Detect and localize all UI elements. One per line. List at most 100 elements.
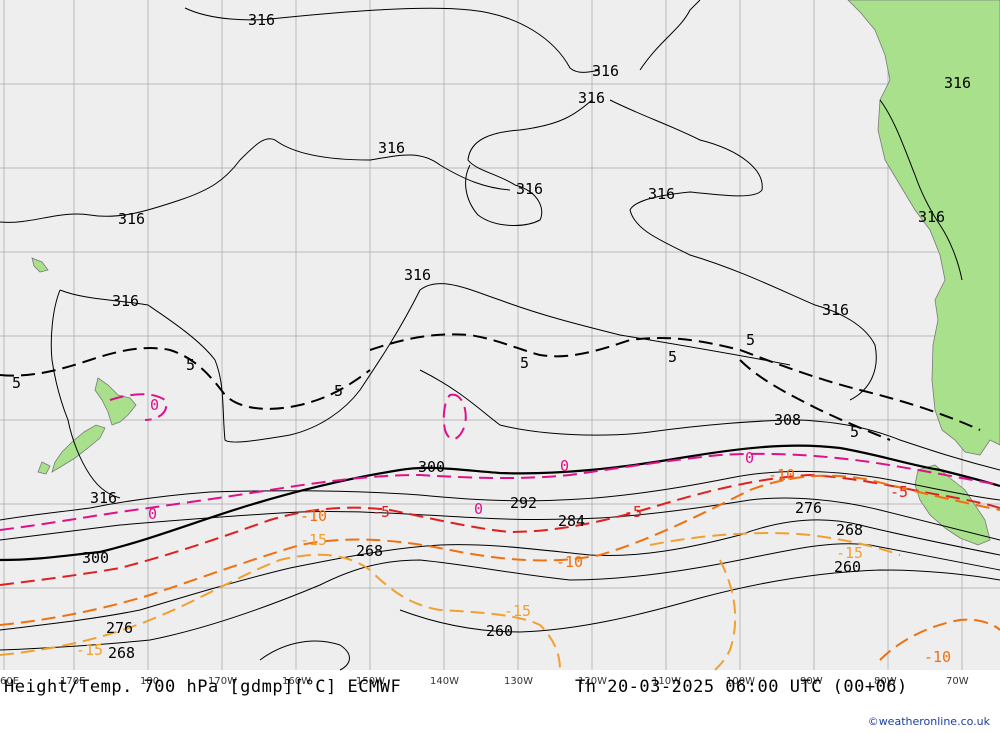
tierra-del-fuego-land (914, 464, 991, 546)
isotherm-minus15-west (0, 553, 561, 671)
contour-316-west-loop (50, 289, 121, 499)
contour-260-lower (259, 640, 350, 671)
isotherm-0-island (442, 393, 467, 440)
height-label: 316 (112, 292, 139, 310)
height-labels: 316 316 316 316 316 316 316 316 316 316 … (82, 11, 971, 662)
height-label: 276 (795, 499, 822, 517)
temp-label: 0 (150, 396, 159, 414)
south-america-land (847, 0, 1000, 456)
contour-316-mid-ring (465, 99, 593, 226)
contour-292 (0, 470, 1000, 521)
temp-label: -15 (504, 602, 531, 620)
contour-316-top-right (639, 0, 701, 71)
height-label: 316 (248, 11, 275, 29)
height-label: 260 (834, 558, 861, 576)
height-label: 300 (82, 549, 109, 567)
height-label: 300 (418, 458, 445, 476)
lon-label: 160W (282, 676, 311, 687)
isotherm-5-central (369, 333, 981, 431)
temperature-contours (0, 333, 1000, 671)
temp-label: -5 (890, 483, 908, 501)
map-title: Height/Temp. 700 hPa [gdmp][°C] ECMWF (4, 677, 402, 697)
contour-316-central (59, 283, 791, 443)
credit-link[interactable]: ©weatheronline.co.uk (867, 715, 990, 728)
lon-label: 180 (140, 676, 159, 687)
new-zealand-north-island (94, 377, 137, 426)
temp-label: -15 (76, 641, 103, 659)
temp-label: 0 (148, 505, 157, 523)
new-zealand-south-island (51, 424, 106, 473)
isotherm-minus10-south (879, 618, 1000, 661)
height-contours (0, 0, 1000, 671)
height-label: 268 (356, 542, 383, 560)
lat-lon-grid (0, 0, 1000, 670)
temp-label: -10 (924, 648, 951, 666)
lon-label: 100W (726, 676, 755, 687)
height-label: 316 (944, 74, 971, 92)
lon-label: 170E (60, 676, 85, 687)
isotherm-minus15-south (714, 559, 737, 671)
height-label: 316 (578, 89, 605, 107)
temp-label: 5 (334, 382, 343, 400)
contour-308 (419, 369, 1000, 471)
temp-label: 5 (668, 348, 677, 366)
height-label: 292 (510, 494, 537, 512)
height-label: 316 (648, 185, 675, 203)
stewart-island (37, 461, 51, 475)
isotherm-minus10 (0, 474, 1000, 626)
height-label: 316 (404, 266, 431, 284)
contour-316-east-coast (879, 99, 963, 281)
lon-label: 80W (874, 676, 897, 687)
temp-label: 5 (746, 331, 755, 349)
temp-label: 5 (186, 356, 195, 374)
temp-label: -15 (300, 531, 327, 549)
temp-label: -15 (836, 544, 863, 562)
height-label: 276 (106, 619, 133, 637)
height-label: 260 (486, 622, 513, 640)
contour-316-right-loop (609, 99, 877, 401)
temp-labels: 5 5 5 5 5 5 5 0 0 0 0 0 -5 -5 -5 -10 -10… (12, 331, 951, 666)
temp-label: -10 (300, 507, 327, 525)
lon-label: 150W (356, 676, 385, 687)
contour-260 (399, 569, 1000, 633)
lon-label: 70W (946, 676, 969, 687)
lon-label: 170W (208, 676, 237, 687)
isotherm-0-main (0, 452, 1000, 531)
temp-label: -10 (768, 466, 795, 484)
temp-label: 5 (850, 423, 859, 441)
temp-label: 0 (560, 457, 569, 475)
contour-268 (0, 543, 1000, 651)
contour-276 (0, 519, 1000, 631)
lon-label: 110W (652, 676, 681, 687)
lon-label: 90W (800, 676, 823, 687)
lon-label: 60E (0, 676, 19, 687)
height-label: 316 (118, 210, 145, 228)
height-label: 316 (592, 62, 619, 80)
lon-label: 130W (504, 676, 533, 687)
temp-label: 5 (12, 374, 21, 392)
height-label: 284 (558, 512, 585, 530)
height-label: 316 (822, 301, 849, 319)
height-label: 316 (378, 139, 405, 157)
isotherm-5-east (739, 359, 891, 441)
temp-label: -10 (556, 553, 583, 571)
contour-316-top (184, 7, 601, 73)
height-label: 316 (90, 489, 117, 507)
temp-label: -5 (624, 503, 642, 521)
temp-label: 0 (745, 449, 754, 467)
contour-284 (0, 497, 1000, 541)
land-masses (31, 0, 1000, 546)
isotherm-minus15-east (649, 532, 901, 556)
lon-label: 140W (430, 676, 459, 687)
temp-label: -5 (372, 503, 390, 521)
isotherm-minus5 (0, 473, 1000, 586)
temp-label: 0 (474, 500, 483, 518)
lon-label: 120W (578, 676, 607, 687)
height-label: 316 (516, 180, 543, 198)
longitude-labels: 60E 170E 180 170W 160W 150W 140W 130W 12… (0, 676, 969, 687)
valid-time: Th 20-03-2025 06:00 UTC (00+06) (575, 677, 908, 697)
temp-label: 5 (520, 354, 529, 372)
height-label: 316 (918, 208, 945, 226)
height-label: 268 (108, 644, 135, 662)
